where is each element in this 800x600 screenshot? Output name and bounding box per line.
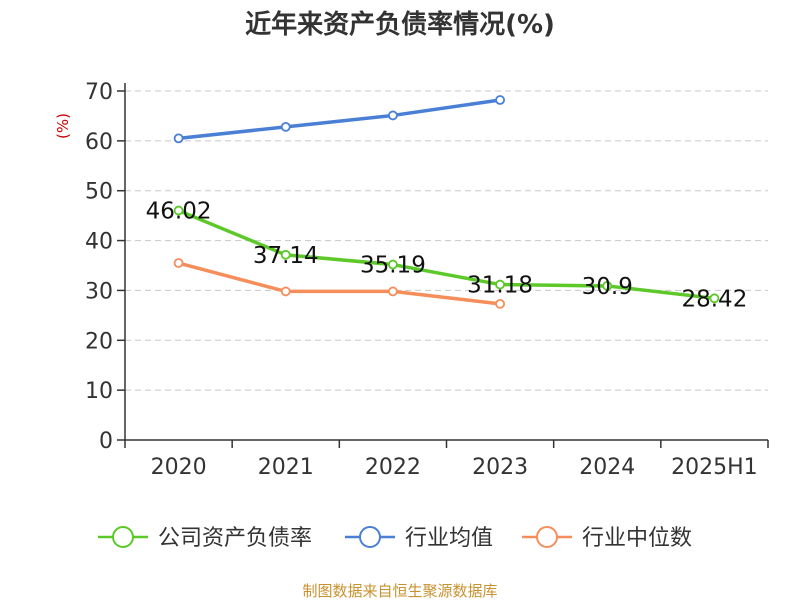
legend-label: 公司资产负债率	[158, 526, 312, 551]
x-tick-label: 2024	[579, 455, 635, 480]
data-label: 31.18	[467, 273, 533, 299]
chart-title: 近年来资产负债率情况(%)	[245, 9, 555, 40]
y-axis-unit: (%)	[54, 113, 72, 139]
x-tick-label: 2021	[258, 455, 314, 480]
data-point	[388, 110, 398, 121]
series-layer: 46.02 37.14 35.19 31.18 30.9 28.42	[146, 95, 747, 312]
legend: 公司资产负债率 行业均值 行业中位数	[98, 526, 692, 551]
x-tick-label: 2023	[472, 455, 528, 480]
data-point	[709, 293, 720, 304]
x-tick-label: 2025H1	[671, 455, 758, 480]
data-label: 46.02	[146, 199, 212, 225]
data-point	[495, 279, 505, 290]
data-point	[602, 281, 613, 291]
axes: 0 10 20 30 40 50 60 70 2020 2021 2022 2023 2024 2025H…	[85, 80, 769, 480]
legend-marker	[536, 526, 558, 548]
y-tick-label: 0	[99, 429, 113, 454]
data-point	[173, 258, 184, 268]
x-tick-label: 2020	[151, 455, 207, 480]
legend-marker	[359, 526, 381, 548]
y-tick-label: 20	[85, 329, 113, 354]
data-point	[495, 298, 505, 309]
y-tick-label: 10	[85, 379, 113, 404]
data-point	[388, 286, 398, 297]
y-tick-label: 60	[85, 130, 113, 155]
y-tick-label: 40	[85, 230, 113, 255]
data-label: 37.14	[253, 243, 319, 269]
data-label: 35.19	[360, 253, 426, 279]
y-tick-label: 50	[85, 180, 113, 205]
data-label: 28.42	[681, 286, 747, 312]
data-point	[173, 133, 184, 144]
data-label: 30.9	[582, 274, 633, 300]
series-line	[178, 261, 501, 306]
legend-marker	[112, 526, 134, 548]
y-tick-label: 30	[85, 279, 113, 304]
legend-label: 行业中位数	[582, 526, 692, 551]
data-point	[495, 95, 505, 105]
source-note: 制图数据来自恒生聚源数据库	[302, 582, 497, 600]
y-tick-label: 70	[85, 80, 113, 105]
series-line	[177, 208, 715, 301]
x-tick-label: 2022	[365, 455, 421, 480]
legend-label: 行业均值	[405, 526, 493, 551]
grid	[125, 90, 768, 391]
data-point	[280, 249, 291, 260]
data-point	[173, 205, 184, 216]
data-point	[280, 121, 291, 132]
series-line	[178, 98, 501, 141]
data-point	[280, 286, 291, 297]
data-point	[388, 259, 398, 270]
